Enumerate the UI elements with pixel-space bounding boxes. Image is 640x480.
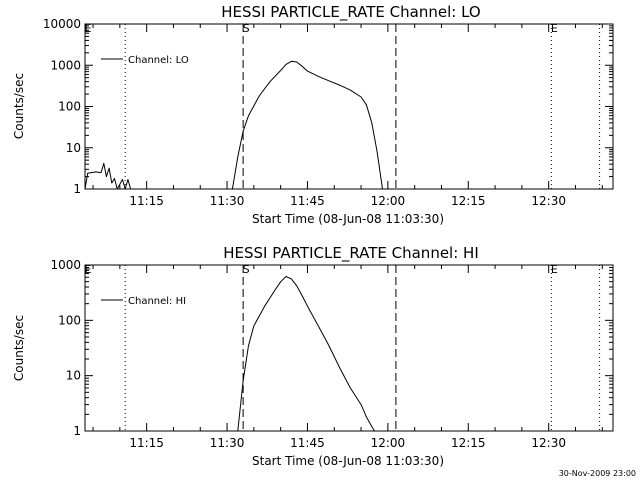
hi-chart-title: HESSI PARTICLE_RATE Channel: HI (223, 244, 479, 263)
lo-axis-ticks: 1 10 100 1000 10000 11:15 11:30 11:45 12:00 12:15… (43, 17, 613, 208)
generation-timestamp: 30-Nov-2009 23:00 (559, 469, 636, 478)
lo-marker-label: E (551, 22, 558, 35)
lo-y-axis-label: Counts/sec (12, 73, 26, 139)
hi-ytick-label: 100 (58, 313, 81, 327)
hi-channel-panel: HESSI PARTICLE_RATE Channel: HI Counts/s… (12, 244, 614, 468)
hi-xtick-label: 11:45 (290, 436, 325, 450)
hi-series-lines (237, 276, 375, 432)
lo-legend-label: Channel: LO (128, 55, 189, 66)
hi-x-axis-label: Start Time (08-Jun-08 11:03:30) (252, 454, 444, 468)
hi-legend-label: Channel: HI (128, 296, 186, 307)
lo-marker-label: S (243, 22, 250, 35)
hi-marker-label: E (85, 263, 92, 276)
lo-xtick-label: 12:30 (531, 194, 566, 208)
hi-legend: Channel: HI (101, 296, 186, 307)
hi-y-axis-label: Counts/sec (12, 315, 26, 381)
lo-xtick-label: 11:45 (290, 194, 325, 208)
lo-series-line (84, 60, 383, 190)
hi-xtick-label: 12:00 (371, 436, 406, 450)
hi-series-line (237, 276, 375, 432)
hi-marker-label: S (243, 263, 250, 276)
lo-xtick-label: 12:15 (451, 194, 486, 208)
hi-marker-label: E (551, 263, 558, 276)
lo-channel-panel: HESSI PARTICLE_RATE Channel: LO Counts/s… (12, 3, 614, 226)
hi-ytick-label: 10 (66, 369, 81, 383)
lo-series-lines (84, 60, 383, 190)
hi-xtick-label: 11:15 (129, 436, 164, 450)
lo-xtick-label: 11:30 (210, 194, 245, 208)
hi-xtick-label: 11:30 (210, 436, 245, 450)
lo-ytick-label: 10 (66, 141, 81, 155)
lo-ytick-label: 10000 (43, 17, 81, 31)
lo-ytick-label: 1 (73, 182, 81, 196)
lo-chart-title: HESSI PARTICLE_RATE Channel: LO (221, 3, 480, 22)
lo-x-axis-label: Start Time (08-Jun-08 11:03:30) (252, 212, 444, 226)
lo-plot-frame (84, 23, 614, 190)
hi-axis-ticks: 1 10 100 1000 11:15 11:30 11:45 12:00 12:15 12:30 (50, 258, 613, 450)
hi-ytick-label: 1000 (50, 258, 81, 272)
lo-xtick-label: 11:15 (129, 194, 164, 208)
hi-xtick-label: 12:30 (531, 436, 566, 450)
lo-marker-label: E (85, 22, 92, 35)
lo-ytick-label: 1000 (50, 58, 81, 72)
lo-xtick-label: 12:00 (371, 194, 406, 208)
lo-legend: Channel: LO (101, 55, 189, 66)
hi-xtick-label: 12:15 (451, 436, 486, 450)
hi-ytick-label: 1 (73, 424, 81, 438)
lo-ytick-label: 100 (58, 100, 81, 114)
hi-plot-frame (84, 264, 614, 432)
